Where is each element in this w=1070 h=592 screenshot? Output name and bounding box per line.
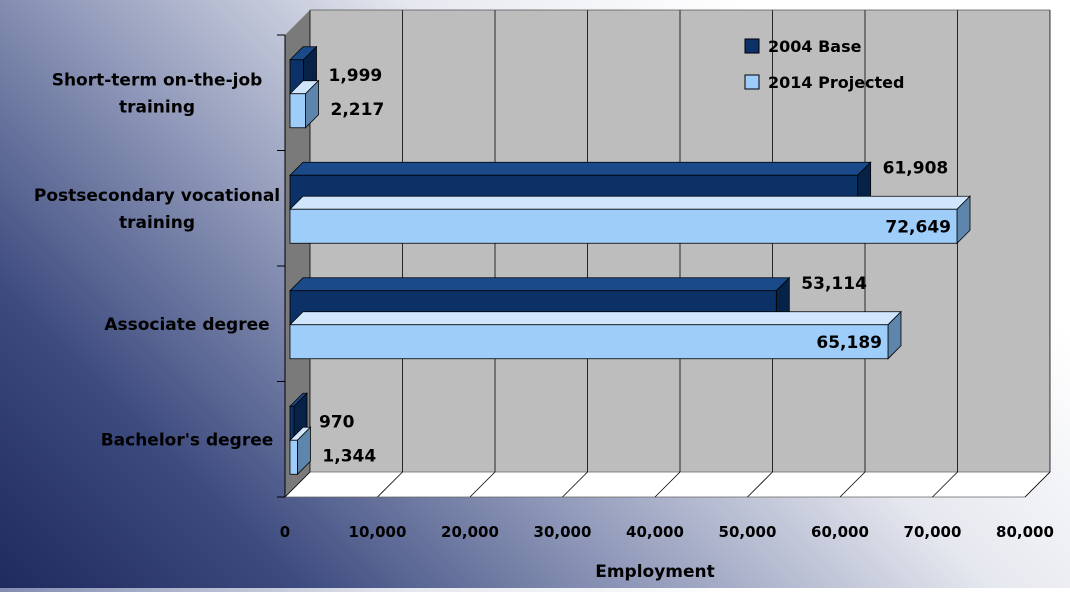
floor-gridline: [469, 471, 496, 498]
data-label: 1,999: [328, 66, 382, 86]
bar: [289, 195, 971, 245]
data-label: 2,217: [331, 100, 385, 120]
floor-gridline: [377, 471, 403, 498]
category-label: Bachelor's degree: [101, 430, 274, 450]
legend: 2004 Base 2014 Projected: [744, 37, 904, 92]
bar-front: [289, 439, 298, 475]
floor-gridline: [284, 471, 311, 498]
x-tick-label: 20,000: [441, 523, 499, 541]
legend-swatch: [744, 74, 760, 90]
floor-gridline: [932, 471, 958, 498]
bar-top: [289, 195, 971, 210]
data-label: 61,908: [883, 158, 949, 178]
side-wall: [285, 10, 310, 497]
floor-gridline: [562, 471, 588, 498]
floor-gridline: [1024, 471, 1051, 498]
data-label: 1,344: [322, 446, 376, 466]
data-label: 72,649: [885, 217, 951, 237]
legend-label: 2014 Projected: [768, 73, 904, 92]
data-label: 53,114: [801, 274, 867, 294]
category-label: Postsecondary vocational: [34, 186, 280, 206]
bar-front: [289, 324, 889, 360]
bar-top: [289, 277, 791, 292]
x-tick-label: 0: [280, 523, 290, 541]
legend-swatch: [744, 38, 760, 54]
x-axis-title: Employment: [595, 562, 715, 582]
data-label: 65,189: [816, 333, 882, 353]
legend-label: 2004 Base: [768, 37, 862, 56]
floor-gridline: [747, 471, 773, 498]
bar-front: [289, 208, 958, 244]
bar: [289, 310, 902, 360]
bar-front: [289, 93, 306, 129]
x-tick-label: 70,000: [904, 523, 962, 541]
x-tick-label: 10,000: [349, 523, 407, 541]
floor-gridline: [654, 471, 681, 498]
bar: [289, 79, 320, 129]
plot-area: [277, 9, 1051, 498]
x-tick-label: 60,000: [811, 523, 869, 541]
floor-gridline: [839, 471, 866, 498]
x-tick-label: 80,000: [996, 523, 1054, 541]
category-label: training: [119, 97, 195, 117]
category-label: training: [119, 213, 195, 233]
x-tick-label: 30,000: [534, 523, 592, 541]
bar-top: [289, 311, 902, 326]
category-label: Short-term on-the-job: [52, 70, 263, 90]
bar-front: [289, 405, 295, 441]
category-label: Associate degree: [104, 315, 269, 335]
bar-top: [289, 161, 872, 176]
data-label: 970: [319, 412, 355, 432]
bar: [289, 426, 312, 476]
x-tick-label: 50,000: [719, 523, 777, 541]
x-tick-label: 40,000: [626, 523, 684, 541]
